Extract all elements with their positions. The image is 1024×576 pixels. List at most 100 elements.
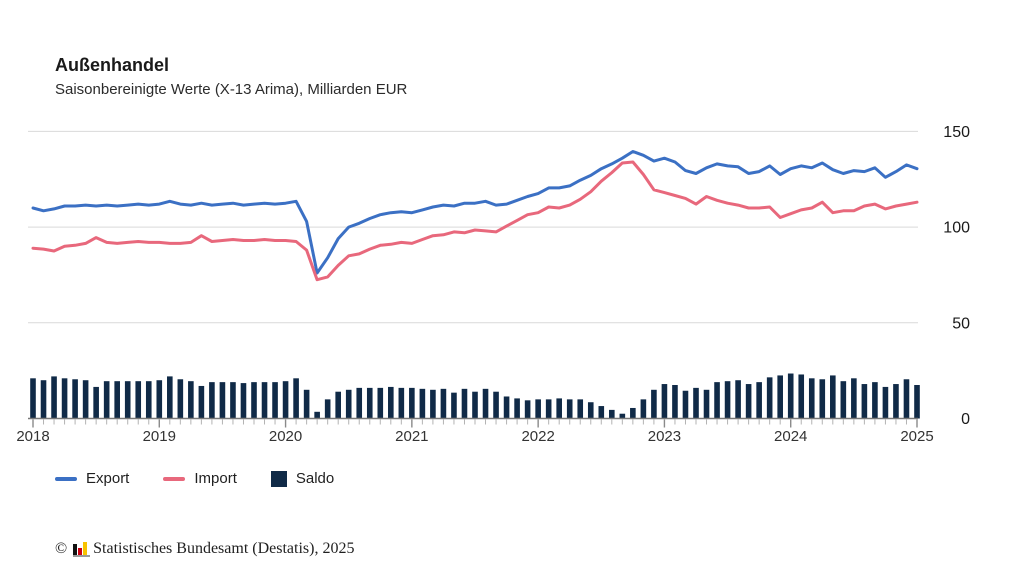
y-tick-label: 50 — [952, 315, 970, 332]
saldo-bar — [177, 379, 184, 419]
saldo-bar — [188, 381, 194, 419]
saldo-bar — [440, 388, 447, 419]
saldo-bar — [535, 399, 541, 419]
saldo-bar — [114, 381, 120, 419]
export-line — [31, 150, 919, 275]
legend-label-import: Import — [194, 470, 237, 487]
saldo-bar — [545, 399, 552, 419]
x-tick-label: 2019 — [143, 428, 176, 445]
saldo-bar — [209, 382, 215, 419]
saldo-bar — [156, 380, 163, 419]
saldo-bar — [314, 411, 320, 419]
logo-bar-red — [78, 548, 83, 555]
saldo-bar — [230, 382, 236, 419]
saldo-bar — [430, 389, 436, 419]
saldo-bar — [651, 389, 657, 419]
saldo-bar — [493, 391, 499, 419]
x-tick-label: 2022 — [521, 428, 554, 445]
x-tick-label: 2024 — [774, 428, 807, 445]
saldo-bar — [167, 376, 173, 419]
logo-bar-gold — [83, 542, 88, 555]
saldo-bar — [251, 382, 257, 419]
saldo-bar — [398, 387, 405, 419]
saldo-bar — [724, 381, 731, 419]
saldo-bar — [145, 381, 152, 419]
legend-label-saldo: Saldo — [295, 470, 335, 487]
saldo-bar — [40, 380, 47, 419]
saldo-bar — [819, 379, 826, 419]
saldo-bar — [135, 381, 142, 419]
saldo-bar — [756, 382, 762, 419]
saldo-bar — [240, 383, 247, 419]
saldo-bar — [872, 382, 878, 419]
saldo-bar — [840, 381, 847, 419]
saldo-bar — [356, 387, 363, 419]
saldo-bar — [830, 375, 836, 419]
saldo-bar — [661, 384, 668, 419]
saldo-bar — [335, 391, 341, 419]
saldo-bar — [851, 378, 857, 419]
saldo-bar — [577, 399, 584, 419]
saldo-bar — [514, 398, 520, 419]
saldo-bar — [282, 381, 289, 419]
saldo-bar — [419, 388, 426, 419]
saldo-bar — [556, 398, 562, 419]
legend-item-saldo: Saldo — [270, 470, 335, 487]
saldo-bar — [798, 374, 805, 419]
saldo-bar — [672, 385, 678, 419]
x-tick-label: 2021 — [395, 428, 428, 445]
saldo-bar — [861, 384, 868, 419]
saldo-bar — [198, 385, 205, 419]
saldo-bar — [409, 387, 415, 419]
saldo-bar — [808, 378, 815, 419]
saldo-bar — [303, 389, 310, 419]
saldo-bar — [345, 389, 352, 419]
saldo-bar — [587, 402, 594, 419]
saldo-bar — [745, 384, 752, 419]
legend: Export Import Saldo — [55, 470, 334, 487]
saldo-bar — [461, 388, 468, 419]
source-attribution: © Statistisches Bundesamt (Destatis), 20… — [55, 538, 354, 557]
saldo-bar — [482, 388, 489, 419]
logo-bar-black — [73, 544, 78, 555]
saldo-bar — [451, 392, 457, 419]
saldo-bar — [293, 378, 299, 419]
saldo-bar — [703, 389, 710, 419]
saldo-bar — [609, 409, 615, 419]
saldo-bar — [472, 391, 478, 419]
x-tick-label: 2018 — [16, 428, 49, 445]
saldo-bar — [787, 373, 794, 419]
destatis-logo-icon — [73, 538, 91, 557]
saldo-bar — [366, 387, 373, 419]
chart-subtitle: Saisonbereinigte Werte (X-13 Arima), Mil… — [55, 81, 408, 98]
chart-header: Außenhandel Saisonbereinigte Werte (X-13… — [55, 54, 407, 98]
saldo-bar — [61, 378, 68, 419]
saldo-bar — [882, 386, 889, 419]
logo-baseline — [73, 555, 91, 557]
import-line-marker-icon — [163, 476, 186, 481]
saldo-bar — [103, 381, 110, 419]
saldo-bar — [503, 396, 510, 419]
x-tick-label: 2025 — [900, 428, 933, 445]
copyright-symbol: © — [55, 540, 68, 557]
y-tick-label: 100 — [943, 220, 970, 237]
saldo-bar — [261, 382, 268, 419]
saldo-bar — [51, 376, 57, 419]
saldo-bar — [682, 390, 689, 419]
saldo-bar — [914, 385, 920, 419]
saldo-bar — [72, 379, 78, 419]
saldo-bar — [766, 377, 773, 419]
saldo-bar — [777, 375, 783, 419]
saldo-bar — [377, 387, 384, 419]
export-line-marker-icon — [55, 476, 77, 481]
import-line — [31, 160, 919, 282]
saldo-bar — [93, 386, 99, 419]
saldo-square-marker-icon — [270, 470, 287, 487]
saldo-bar — [124, 381, 131, 419]
x-tick-label: 2023 — [648, 428, 681, 445]
saldo-bar — [272, 382, 278, 419]
legend-item-import: Import — [163, 470, 237, 487]
legend-item-export: Export — [55, 470, 129, 487]
